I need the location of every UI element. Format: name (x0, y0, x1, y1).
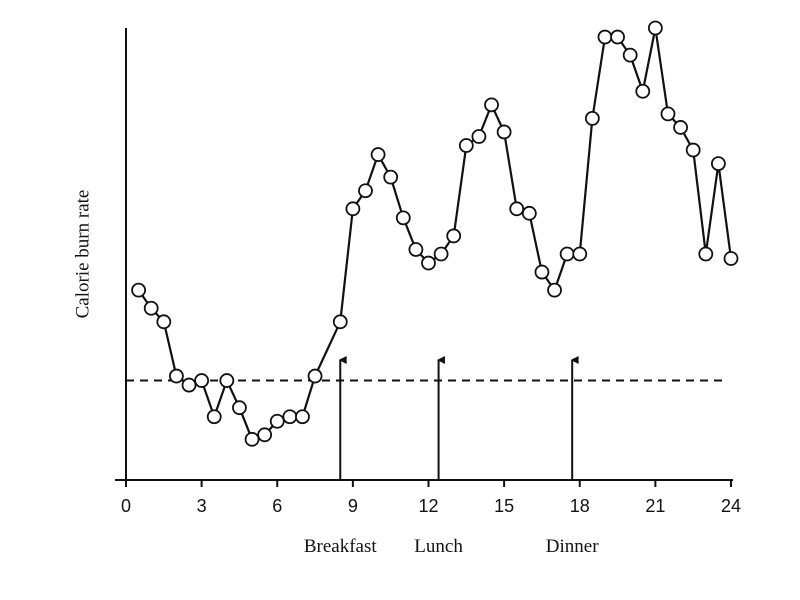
point (471, 129, 487, 144)
point (421, 255, 436, 271)
x-tick-label: 15 (494, 496, 514, 516)
point (547, 282, 562, 298)
point (610, 29, 625, 45)
point (181, 377, 197, 393)
meal-label: Dinner (546, 536, 599, 557)
point (194, 373, 210, 388)
x-tick-label: 6 (272, 496, 282, 516)
point (345, 201, 361, 217)
point (408, 242, 424, 257)
x-tick-label: 3 (197, 496, 207, 516)
point (673, 120, 688, 135)
x-tick-label: 9 (348, 496, 358, 516)
point (660, 106, 676, 122)
point (219, 373, 235, 388)
x-tick-label: 21 (645, 496, 665, 516)
point (206, 409, 222, 425)
point (635, 83, 651, 99)
meal-label: Breakfast (304, 536, 378, 557)
point (383, 169, 399, 185)
x-tick-label: 0 (121, 496, 131, 516)
point (496, 124, 512, 140)
point (156, 314, 172, 330)
x-tick-label: 18 (570, 496, 590, 516)
point (307, 368, 323, 384)
point (269, 413, 285, 429)
point (521, 205, 537, 221)
point (358, 183, 373, 199)
point (458, 138, 474, 153)
point (484, 97, 499, 113)
point (509, 201, 525, 217)
point (559, 246, 575, 262)
point (446, 228, 462, 244)
point (232, 400, 247, 416)
point (584, 111, 600, 126)
point (647, 20, 663, 36)
point (433, 246, 449, 262)
y-axis-label: Calorie burn rate (72, 190, 93, 319)
point (597, 29, 613, 45)
x-tick-label: 24 (721, 496, 741, 516)
point (143, 300, 159, 316)
x-tick-label: 12 (418, 496, 438, 516)
point (710, 156, 726, 172)
point (370, 147, 386, 162)
point (685, 142, 701, 158)
point (622, 47, 638, 63)
point (698, 246, 714, 262)
point (282, 409, 298, 425)
point (131, 282, 147, 298)
point (295, 409, 310, 425)
point (723, 251, 739, 266)
point (534, 264, 550, 280)
point (244, 431, 260, 447)
point (572, 246, 588, 262)
point (257, 427, 273, 443)
point (332, 314, 348, 330)
meal-label: Lunch (414, 536, 463, 557)
point (395, 210, 411, 226)
point (169, 368, 184, 384)
